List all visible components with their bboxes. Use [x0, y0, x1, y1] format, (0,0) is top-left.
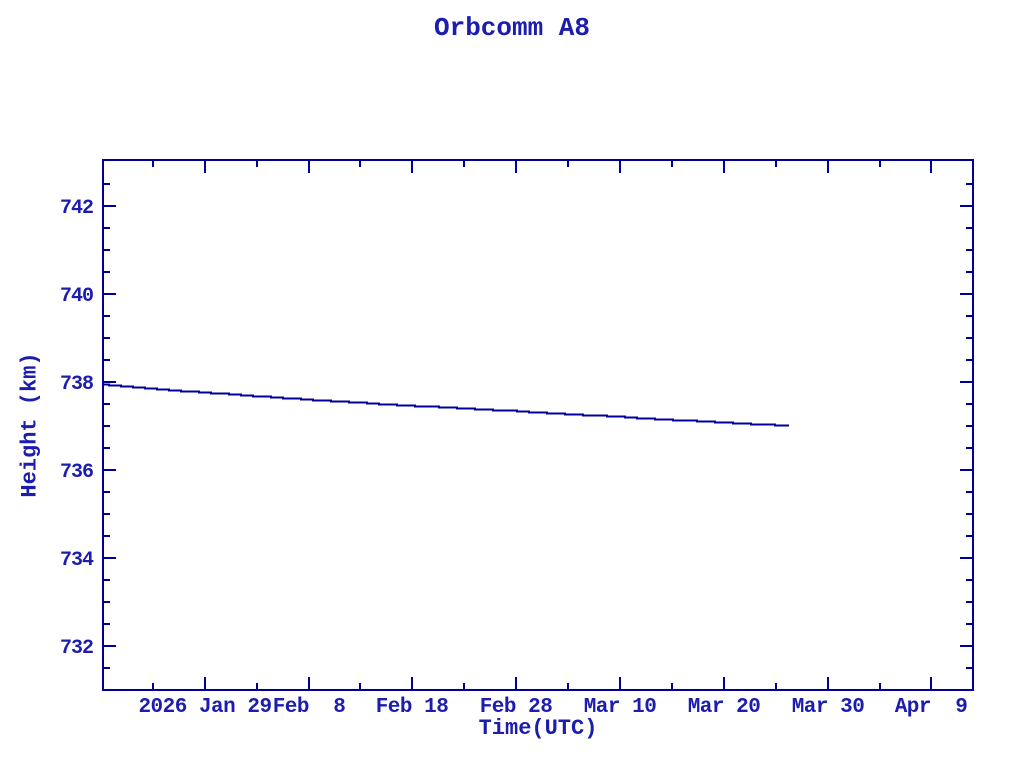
x-tick-labels: 2026 Jan 29 Feb 8 Feb 18 Feb 28 Mar 10 Mar 20…	[138, 696, 967, 719]
chart-title: Orbcomm A8	[433, 13, 591, 43]
y-tick-label: 740	[60, 285, 93, 308]
x-axis-label: Time(UTC)	[478, 716, 598, 741]
x-tick-label: Apr 9	[895, 696, 968, 719]
x-tick-label: Mar 10	[584, 696, 657, 719]
y-tick-labels: 742 740 738 736 734 732	[60, 197, 95, 660]
y-axis-ticks	[103, 183, 973, 669]
x-tick-label: Mar 20	[688, 696, 761, 719]
x-tick-label: Mar 30	[792, 696, 865, 719]
x-tick-label: 2026 Jan 29	[138, 696, 271, 719]
x-tick-label: Feb 8	[273, 696, 346, 719]
y-tick-label: 734	[60, 549, 94, 572]
plot-frame	[102, 159, 974, 691]
x-axis-ticks	[152, 160, 932, 690]
y-tick-label: 736	[60, 461, 93, 484]
x-tick-label: Feb 18	[376, 696, 449, 719]
y-tick-label: 742	[60, 197, 93, 220]
height-series-line	[103, 383, 789, 427]
y-tick-label: 738	[60, 373, 93, 396]
y-tick-label: 732	[60, 637, 93, 660]
x-tick-label: Feb 28	[480, 696, 553, 719]
